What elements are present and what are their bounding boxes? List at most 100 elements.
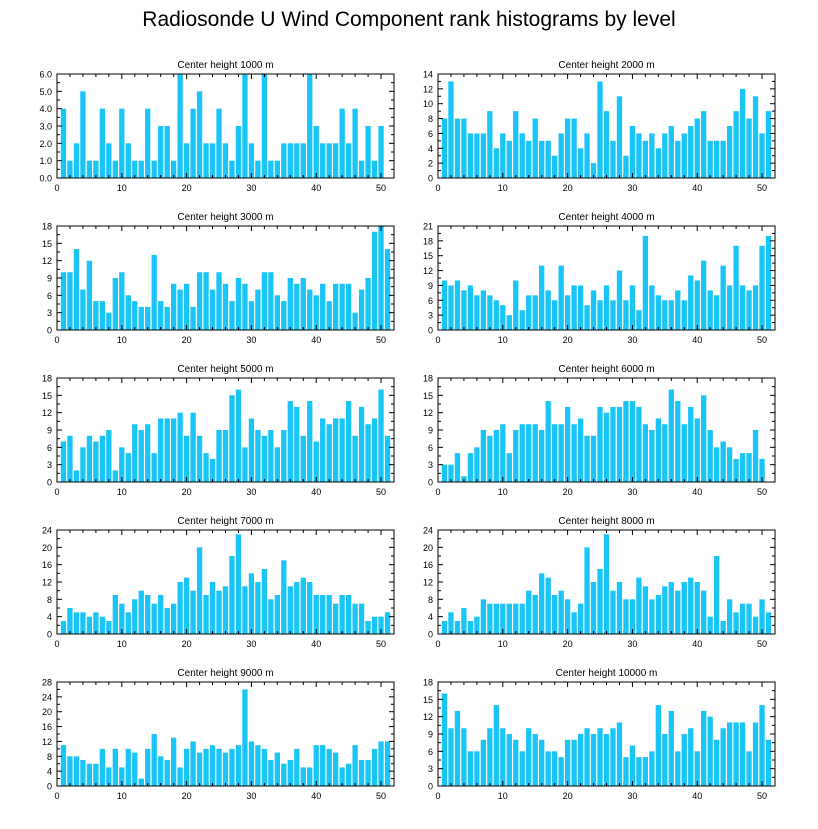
y-tick-label: 0 [428, 326, 433, 336]
bar [649, 133, 655, 178]
bar [545, 401, 551, 482]
bar [183, 143, 190, 178]
bar [145, 108, 151, 178]
bar [164, 126, 170, 178]
y-tick-label: 9 [428, 281, 433, 291]
bar [513, 111, 519, 178]
bar [506, 140, 512, 178]
x-tick-label: 40 [311, 791, 321, 801]
bar [164, 760, 170, 786]
bar [662, 586, 668, 634]
bar [313, 295, 319, 330]
bar [119, 447, 125, 482]
bar [448, 81, 454, 178]
bar [733, 612, 739, 634]
bar [506, 453, 512, 482]
bar [577, 734, 584, 786]
bar [616, 582, 623, 634]
bar [668, 582, 674, 634]
bar [320, 595, 326, 634]
bar [610, 406, 616, 482]
bar [765, 739, 772, 786]
bar [138, 430, 144, 482]
bar [378, 741, 384, 786]
bar [80, 612, 86, 634]
y-tick-label: 0 [47, 630, 52, 640]
y-tick-label: 0 [428, 174, 433, 184]
bar [261, 74, 268, 178]
bar [196, 272, 203, 330]
bar [584, 305, 590, 330]
bar [171, 283, 177, 330]
panel-title: Center height 8000 m [558, 516, 654, 527]
x-tick-label: 50 [376, 183, 386, 193]
x-tick-label: 30 [246, 791, 256, 801]
bar [759, 458, 765, 482]
panel-title: Center height 7000 m [177, 516, 273, 527]
bar [675, 140, 681, 178]
bar [714, 295, 720, 330]
bar [80, 760, 86, 786]
bar [255, 582, 261, 634]
bar [539, 265, 545, 330]
bar [333, 283, 339, 330]
x-tick-label: 40 [692, 335, 702, 345]
x-tick-label: 20 [182, 487, 192, 497]
y-tick-label: 15 [423, 391, 433, 401]
bar [493, 148, 499, 178]
bar [320, 283, 326, 330]
bar [487, 295, 493, 330]
x-tick-label: 20 [182, 791, 192, 801]
bar [616, 722, 623, 786]
bar [300, 577, 306, 634]
bar [352, 312, 358, 330]
bar [151, 734, 157, 786]
bar [487, 603, 493, 634]
bar [461, 118, 467, 178]
bar [287, 401, 293, 482]
bar [235, 745, 242, 786]
y-tick-label: 18 [423, 678, 433, 688]
bar [93, 763, 99, 786]
bar [287, 586, 293, 634]
bar [158, 301, 164, 330]
bar [688, 728, 694, 786]
bar [759, 599, 765, 634]
chart-panel: Center height 9000 m 0 4 8 12 16 20 24 28 0 10 20 30… [42, 668, 395, 801]
bar [739, 453, 746, 482]
bar [138, 306, 144, 330]
y-tick-label: 20 [423, 543, 433, 553]
x-tick-label: 10 [117, 791, 127, 801]
x-tick-label: 10 [117, 183, 127, 193]
bar [694, 118, 700, 178]
bar [597, 300, 603, 330]
bar [326, 424, 332, 482]
bar [138, 590, 144, 634]
bar [60, 441, 67, 482]
bar [441, 621, 448, 634]
bar [759, 245, 765, 330]
bar [216, 748, 222, 786]
bar [242, 689, 248, 786]
bar [688, 406, 694, 482]
bar [235, 126, 242, 178]
bar [467, 621, 474, 634]
bar [125, 143, 131, 178]
bar [333, 418, 339, 482]
bar [73, 249, 80, 330]
bar [616, 96, 623, 178]
bar [171, 603, 177, 634]
y-tick-label: 18 [42, 374, 52, 384]
bar [307, 767, 313, 786]
bar [203, 272, 209, 330]
bar [67, 272, 73, 330]
bar [616, 406, 623, 482]
y-tick-label: 9 [428, 730, 433, 740]
bar [313, 126, 319, 178]
bar [752, 430, 759, 482]
y-tick-label: 0 [47, 478, 52, 488]
bar [500, 728, 506, 786]
bar [151, 160, 157, 178]
x-tick-label: 40 [311, 487, 321, 497]
bar [203, 453, 209, 482]
